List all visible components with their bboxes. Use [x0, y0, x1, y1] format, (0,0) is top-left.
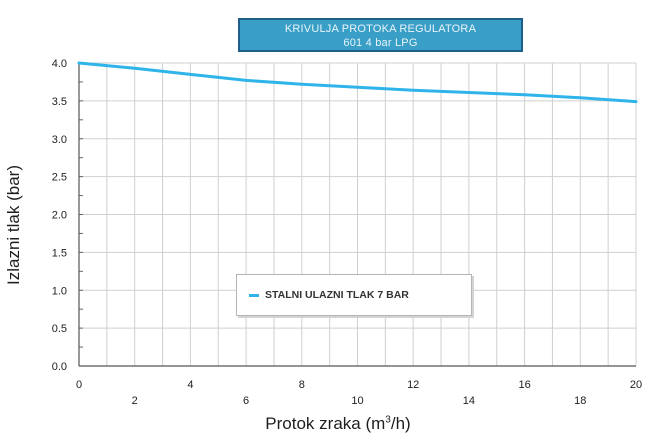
y-tick-label: 3.0	[52, 134, 67, 146]
x-tick-label: 18	[574, 395, 586, 407]
y-tick-label: 1.5	[52, 247, 67, 259]
x-tick-label: 12	[407, 379, 419, 391]
y-axis-label-text: Izlazni tlak (bar)	[4, 165, 23, 285]
x-axis-label-sup: 3	[385, 414, 391, 426]
chart-title: KRIVULJA PROTOKA REGULATORA 601 4 bar LP…	[238, 18, 523, 52]
legend-label: STALNI ULAZNI TLAK 7 BAR	[265, 289, 409, 301]
chart-title-line-2: 601 4 bar LPG	[343, 37, 418, 49]
series-layer	[77, 61, 638, 104]
series-line	[77, 61, 638, 104]
grid	[78, 62, 637, 367]
x-tick-label: 0	[76, 379, 82, 391]
x-tick-label: 6	[243, 395, 249, 407]
y-tick-label: 1.0	[52, 285, 67, 297]
legend-swatch	[249, 293, 259, 297]
y-tick-label: 4.0	[52, 58, 67, 70]
y-axis-label: Izlazni tlak (bar)	[4, 165, 24, 285]
chart-title-line-1: KRIVULJA PROTOKA REGULATORA	[284, 23, 477, 35]
y-tick-label: 0.5	[52, 323, 67, 335]
x-tick-label: 8	[299, 379, 305, 391]
x-tick-label: 10	[351, 395, 363, 407]
legend: STALNI ULAZNI TLAK 7 BAR	[236, 274, 472, 316]
x-tick-label: 4	[187, 379, 193, 391]
tick-labels: 0.0 0.5 1.0 1.5 2.0 2.5 3.0 3.5 4.0 0 2 4 6 8 10 12 14 16…	[52, 58, 642, 407]
x-axis-label-main: Protok zraka (m	[265, 414, 386, 433]
x-tick-label: 2	[132, 395, 138, 407]
y-tick-label: 2.0	[52, 210, 67, 222]
y-tick-label: 2.5	[52, 172, 67, 184]
x-tick-label: 16	[518, 379, 530, 391]
x-axis-label: Protok zraka (m3/h)	[0, 414, 656, 434]
x-tick-label: 14	[463, 395, 475, 407]
x-tick-label: 20	[630, 379, 642, 391]
y-tick-label: 3.5	[52, 96, 67, 108]
x-axis-label-end: /h)	[390, 414, 411, 433]
y-tick-label: 0.0	[52, 361, 67, 373]
